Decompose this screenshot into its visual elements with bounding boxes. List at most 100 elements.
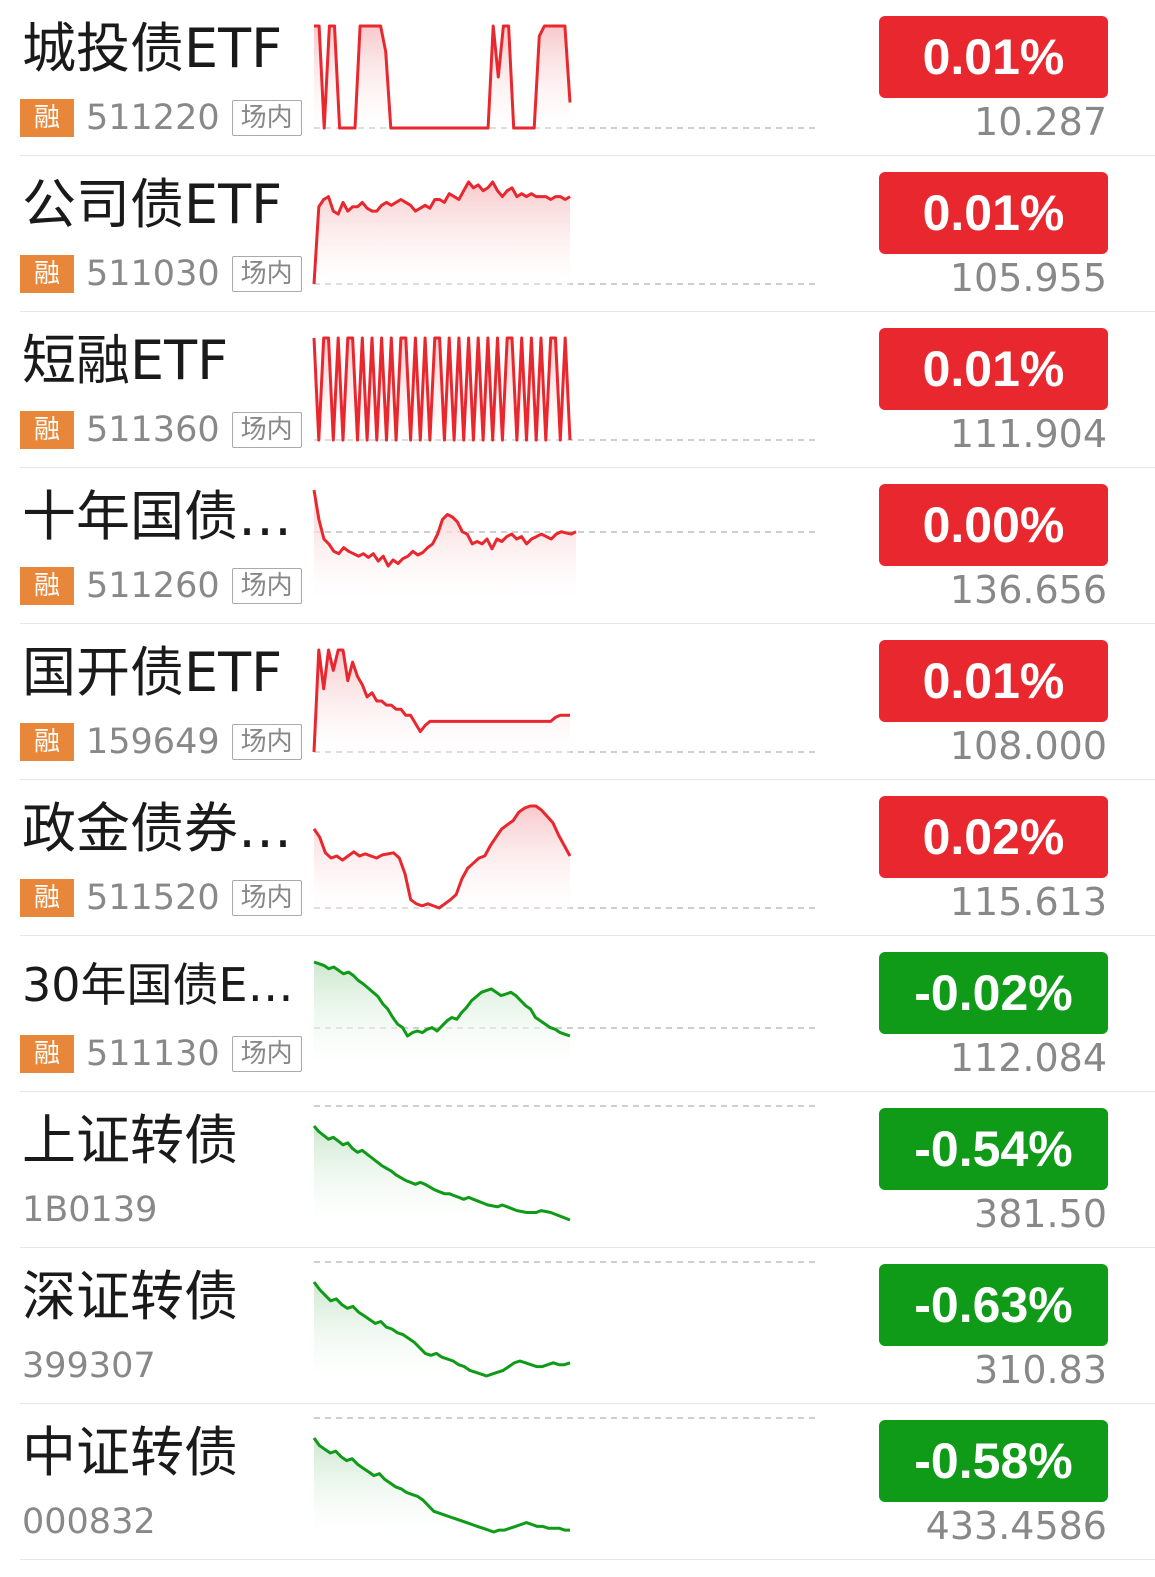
last-price: 433.4586 bbox=[925, 1504, 1107, 1548]
market-badge: 场内 bbox=[231, 724, 302, 760]
intraday-sparkline bbox=[312, 489, 820, 598]
row-divider bbox=[20, 935, 1155, 936]
market-badge: 场内 bbox=[231, 100, 302, 136]
security-name: 公司债ETF bbox=[22, 173, 283, 236]
sparkline-line bbox=[312, 180, 571, 285]
row-divider bbox=[20, 1091, 1155, 1092]
last-price: 105.955 bbox=[949, 256, 1107, 300]
row-divider bbox=[20, 155, 1155, 156]
security-name: 短融ETF bbox=[22, 329, 229, 392]
list-item[interactable]: 深证转债 399307 -0.63% 310.83 bbox=[0, 1248, 1155, 1404]
sparkline-line bbox=[312, 1281, 571, 1378]
security-code: 511130 bbox=[86, 1034, 220, 1074]
change-percent-badge[interactable]: -0.58% bbox=[879, 1420, 1108, 1502]
change-percent-badge[interactable]: 0.02% bbox=[879, 796, 1108, 878]
margin-trading-badge: 融 bbox=[20, 99, 74, 137]
list-item[interactable]: 中证转债 000832 -0.58% 433.4586 bbox=[0, 1404, 1155, 1560]
last-price: 115.613 bbox=[949, 880, 1107, 924]
last-price: 112.084 bbox=[949, 1036, 1107, 1080]
sparkline-area bbox=[314, 1126, 570, 1222]
security-code: 1B0139 bbox=[22, 1190, 158, 1230]
change-percent-badge[interactable]: 0.01% bbox=[879, 16, 1108, 98]
sparkline-line bbox=[313, 960, 571, 1038]
intraday-sparkline bbox=[312, 1105, 820, 1222]
sparkline-line bbox=[312, 804, 572, 910]
sparkline-area bbox=[314, 1282, 570, 1378]
security-code: 159649 bbox=[86, 722, 220, 762]
security-code: 511260 bbox=[86, 566, 220, 606]
security-meta: 1B0139 bbox=[20, 1190, 169, 1230]
intraday-sparkline bbox=[313, 960, 820, 1066]
security-name: 深证转债 bbox=[22, 1265, 238, 1328]
list-item[interactable]: 城投债ETF 融 511220 场内 0.01% 10.287 bbox=[0, 0, 1155, 156]
sparkline-area bbox=[314, 182, 570, 286]
security-meta: 融 159649 场内 bbox=[20, 722, 302, 762]
security-name: 上证转债 bbox=[22, 1109, 238, 1172]
security-meta: 融 511130 场内 bbox=[20, 1034, 302, 1074]
change-percent-badge[interactable]: 0.01% bbox=[879, 640, 1108, 722]
security-code: 511520 bbox=[86, 878, 220, 918]
market-badge: 场内 bbox=[231, 568, 302, 604]
last-price: 136.656 bbox=[949, 568, 1107, 612]
row-divider bbox=[20, 779, 1155, 780]
sparkline-line bbox=[312, 1125, 571, 1222]
intraday-sparkline bbox=[312, 648, 820, 754]
row-divider bbox=[20, 1559, 1155, 1560]
sparkline-area bbox=[314, 1438, 570, 1534]
change-percent-badge[interactable]: -0.02% bbox=[879, 952, 1108, 1034]
row-divider bbox=[20, 1247, 1155, 1248]
security-code: 399307 bbox=[22, 1346, 156, 1386]
last-price: 310.83 bbox=[974, 1348, 1107, 1392]
margin-trading-badge: 融 bbox=[20, 879, 74, 917]
security-name: 30年国债ET... bbox=[22, 958, 312, 1012]
intraday-sparkline bbox=[312, 1261, 820, 1378]
sparkline-line bbox=[312, 489, 577, 568]
row-divider bbox=[20, 311, 1155, 312]
row-divider bbox=[20, 1403, 1155, 1404]
row-divider bbox=[20, 467, 1155, 468]
last-price: 108.000 bbox=[949, 724, 1107, 768]
margin-trading-badge: 融 bbox=[20, 255, 74, 293]
last-price: 10.287 bbox=[974, 100, 1107, 144]
last-price: 111.904 bbox=[949, 412, 1107, 456]
change-percent-badge[interactable]: 0.01% bbox=[879, 328, 1108, 410]
sparkline-area bbox=[314, 26, 570, 130]
security-name: 中证转债 bbox=[22, 1421, 238, 1484]
market-badge: 场内 bbox=[231, 880, 302, 916]
list-item[interactable]: 30年国债ET... 融 511130 场内 -0.02% 112.084 bbox=[0, 936, 1155, 1092]
sparkline-area bbox=[314, 806, 570, 910]
list-item[interactable]: 上证转债 1B0139 -0.54% 381.50 bbox=[0, 1092, 1155, 1248]
intraday-sparkline bbox=[312, 1417, 820, 1534]
margin-trading-badge: 融 bbox=[20, 567, 74, 605]
market-badge: 场内 bbox=[231, 412, 302, 448]
security-meta: 融 511360 场内 bbox=[20, 410, 302, 450]
list-item[interactable]: 十年国债ETF 融 511260 场内 0.00% 136.656 bbox=[0, 468, 1155, 624]
list-item[interactable]: 政金债券ETF 融 511520 场内 0.02% 115.613 bbox=[0, 780, 1155, 936]
change-percent-badge[interactable]: -0.63% bbox=[879, 1264, 1108, 1346]
sparkline-area bbox=[314, 490, 576, 598]
security-meta: 融 511260 场内 bbox=[20, 566, 302, 606]
margin-trading-badge: 融 bbox=[20, 1035, 74, 1073]
security-code: 511220 bbox=[86, 98, 220, 138]
intraday-sparkline bbox=[312, 804, 820, 910]
change-percent-badge[interactable]: 0.00% bbox=[879, 484, 1108, 566]
sparkline-line bbox=[312, 1437, 570, 1534]
security-name: 城投债ETF bbox=[22, 17, 283, 80]
intraday-sparkline bbox=[312, 336, 820, 442]
security-code: 511360 bbox=[86, 410, 220, 450]
list-item[interactable]: 公司债ETF 融 511030 场内 0.01% 105.955 bbox=[0, 156, 1155, 312]
security-name: 政金债券ETF bbox=[22, 797, 312, 860]
security-meta: 融 511220 场内 bbox=[20, 98, 302, 138]
change-percent-badge[interactable]: -0.54% bbox=[879, 1108, 1108, 1190]
market-badge: 场内 bbox=[231, 256, 302, 292]
intraday-sparkline bbox=[312, 180, 820, 286]
security-code: 511030 bbox=[86, 254, 220, 294]
list-item[interactable]: 国开债ETF 融 159649 场内 0.01% 108.000 bbox=[0, 624, 1155, 780]
security-name: 十年国债ETF bbox=[22, 485, 312, 548]
intraday-sparkline bbox=[314, 24, 820, 130]
change-percent-badge[interactable]: 0.01% bbox=[879, 172, 1108, 254]
list-item[interactable]: 短融ETF 融 511360 场内 0.01% 111.904 bbox=[0, 312, 1155, 468]
market-badge: 场内 bbox=[231, 1036, 302, 1072]
sparkline-line bbox=[314, 24, 572, 130]
row-divider bbox=[20, 623, 1155, 624]
